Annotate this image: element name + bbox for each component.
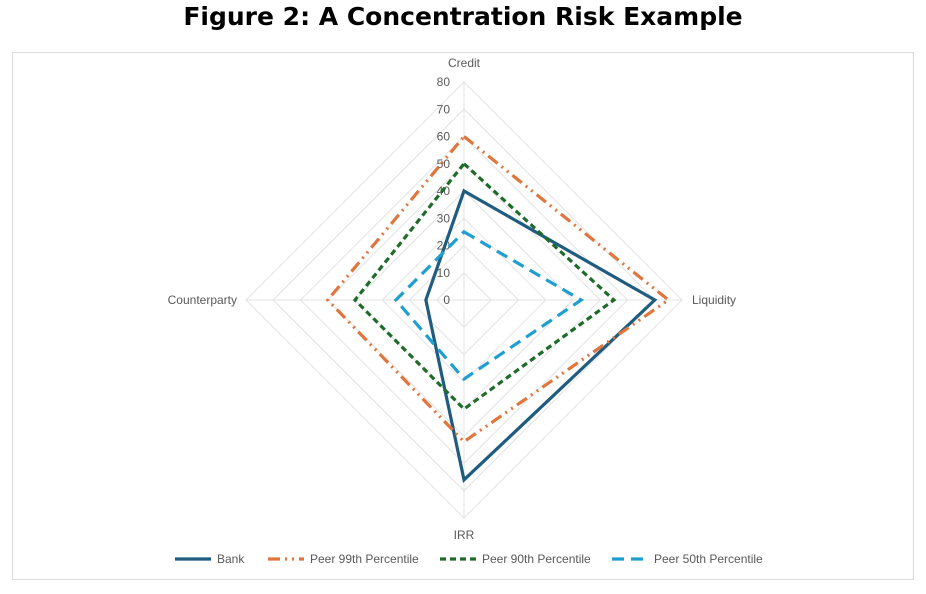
legend-label: Peer 99th Percentile — [310, 552, 419, 566]
axis-label-credit: Credit — [448, 56, 481, 70]
series-1-line — [325, 134, 672, 444]
axis-label-irr: IRR — [454, 528, 475, 542]
tick-label: 0 — [443, 293, 450, 307]
tick-label: 30 — [437, 211, 451, 225]
series-0-line — [424, 188, 658, 483]
axis-label-liquidity: Liquidity — [692, 293, 736, 307]
series-3-line — [393, 229, 585, 382]
tick-label: 50 — [437, 157, 451, 171]
legend-label: Bank — [217, 552, 245, 566]
legend-label: Peer 90th Percentile — [482, 552, 591, 566]
tick-label: 70 — [437, 102, 451, 116]
tick-label: 10 — [437, 266, 451, 280]
chart-title: Figure 2: A Concentration Risk Example — [183, 2, 743, 31]
series-2-line — [352, 161, 617, 412]
tick-label: 80 — [437, 75, 451, 89]
legend-label: Peer 50th Percentile — [654, 552, 763, 566]
axis-label-counterparty: Counterparty — [168, 293, 237, 307]
tick-label: 60 — [437, 130, 451, 144]
chart-frame — [12, 52, 914, 580]
